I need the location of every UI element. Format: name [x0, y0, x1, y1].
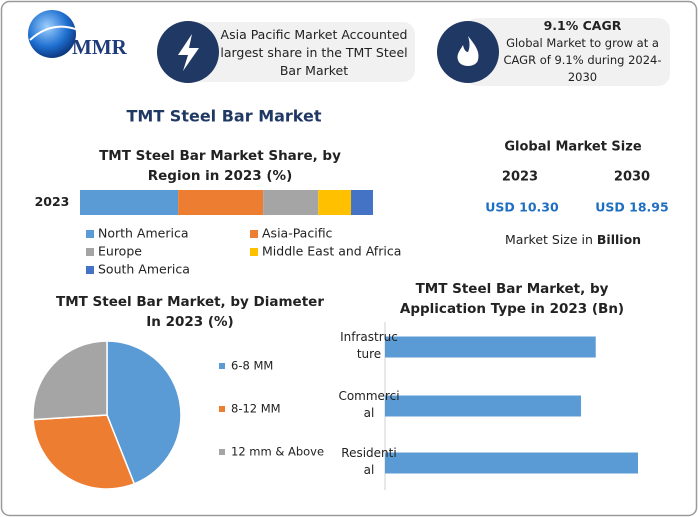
cagr-title-box: 9.1% CAGR: [543, 18, 622, 33]
unit: Billion: [597, 232, 641, 247]
category-label: Commercial: [338, 389, 400, 420]
bar: [385, 336, 596, 358]
chart-title-box: TMT Steel Bar Market, by Diameter In 202…: [56, 294, 324, 330]
logo-globe: [28, 10, 76, 58]
chart-title: TMT Steel Bar Market, by Diameter In 202…: [56, 294, 324, 330]
bar-segment: [178, 190, 264, 215]
cagr-text: Global Market to grow at a CAGR of 9.1% …: [503, 36, 662, 84]
legend-swatch: [250, 230, 258, 238]
chart-title: TMT Steel Bar Market Share, by Region in…: [99, 148, 341, 184]
year: 2023: [502, 170, 538, 185]
legend-label: 8-12 MM: [231, 402, 281, 416]
category-label-box: Commercial: [338, 389, 400, 420]
legend-swatch: [86, 266, 94, 274]
market-note: Market Size in Billion: [505, 232, 641, 247]
logo-text: MMR: [72, 35, 128, 59]
chart-title: TMT Steel Bar Market, by Application Typ…: [399, 281, 625, 317]
legend-label: North America: [98, 226, 189, 241]
legend-label: South America: [98, 262, 190, 277]
bar-segment: [318, 190, 352, 215]
legend-swatch: [219, 406, 225, 412]
pie-slice: [32, 414, 136, 490]
legend-label: Middle East and Africa: [262, 244, 401, 259]
info-text: Asia Pacific Market Accounted largest sh…: [220, 27, 408, 78]
bar-segment: [351, 190, 373, 215]
legend-swatch: [219, 363, 225, 369]
bar-segment: [80, 190, 179, 215]
cagr-title: 9.1% CAGR: [543, 18, 622, 33]
pie-slice: [106, 340, 182, 485]
info-box: [465, 18, 670, 86]
legend-swatch: [250, 248, 258, 256]
flame-icon: [457, 36, 479, 66]
legend-label: Europe: [98, 244, 142, 259]
category-label: Infrastructure: [340, 330, 398, 361]
main-title: TMT Steel Bar Market: [126, 107, 321, 126]
market-value: USD 10.30: [485, 200, 559, 215]
note: Market Size in: [505, 232, 593, 247]
legend-label: 12 mm & Above: [231, 445, 324, 459]
legend-label: 6-8 MM: [231, 359, 273, 373]
year: 2030: [614, 170, 650, 185]
category-label-box: Infrastructure: [340, 330, 398, 361]
market-value: USD 18.95: [595, 200, 668, 215]
legend-swatch: [219, 449, 225, 455]
legend-swatch: [86, 230, 94, 238]
info-box: [185, 22, 415, 82]
category-label: 2023: [35, 194, 70, 209]
bar-segment: [263, 190, 319, 215]
logo-swoosh: [29, 25, 79, 41]
bolt-icon: [178, 34, 199, 71]
bar: [385, 395, 581, 417]
legend-label: Asia-Pacific: [262, 226, 333, 241]
chart-title-box: TMT Steel Bar Market Share, by Region in…: [99, 148, 341, 184]
bar: [385, 452, 638, 474]
category-label: Residential: [341, 446, 397, 477]
market-size-title: Global Market Size: [504, 140, 641, 155]
legend-swatch: [86, 248, 94, 256]
chart-title-box: TMT Steel Bar Market, by Application Typ…: [399, 281, 625, 317]
cagr-text-box: Global Market to grow at a CAGR of 9.1% …: [503, 36, 662, 84]
pie-slice: [32, 340, 108, 421]
info-text-box: Asia Pacific Market Accounted largest sh…: [220, 27, 408, 78]
category-label-box: Residential: [341, 446, 397, 477]
